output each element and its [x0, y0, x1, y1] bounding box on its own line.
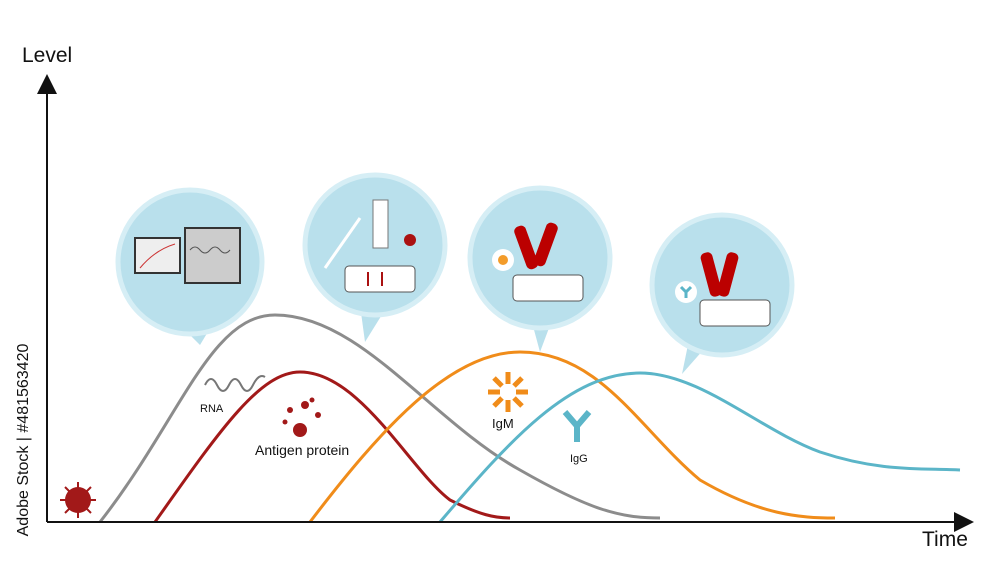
igm-label: IgM — [492, 416, 514, 431]
igm-curve — [308, 350, 836, 523]
bubble-pcr — [115, 187, 265, 345]
y-axis-label: Level — [22, 44, 72, 67]
x-axis-label: Time — [922, 528, 968, 551]
igm-icon — [488, 372, 528, 412]
igg-icon — [562, 410, 592, 442]
antigen-curve — [153, 370, 511, 523]
bubble-igg-test — [649, 212, 795, 374]
antigen-icon — [282, 397, 321, 437]
virus-icon — [60, 482, 96, 518]
rna-label: RNA — [200, 403, 224, 415]
antigen-label: Antigen protein — [255, 442, 349, 458]
rna-curve — [98, 313, 661, 523]
bubble-antigen-test — [302, 172, 448, 342]
bubble-igm-test — [467, 185, 613, 352]
igg-label: IgG — [570, 453, 588, 465]
rna-icon — [204, 375, 266, 392]
igg-curve — [438, 371, 961, 523]
watermark: Adobe Stock | #481563420 — [15, 344, 32, 537]
